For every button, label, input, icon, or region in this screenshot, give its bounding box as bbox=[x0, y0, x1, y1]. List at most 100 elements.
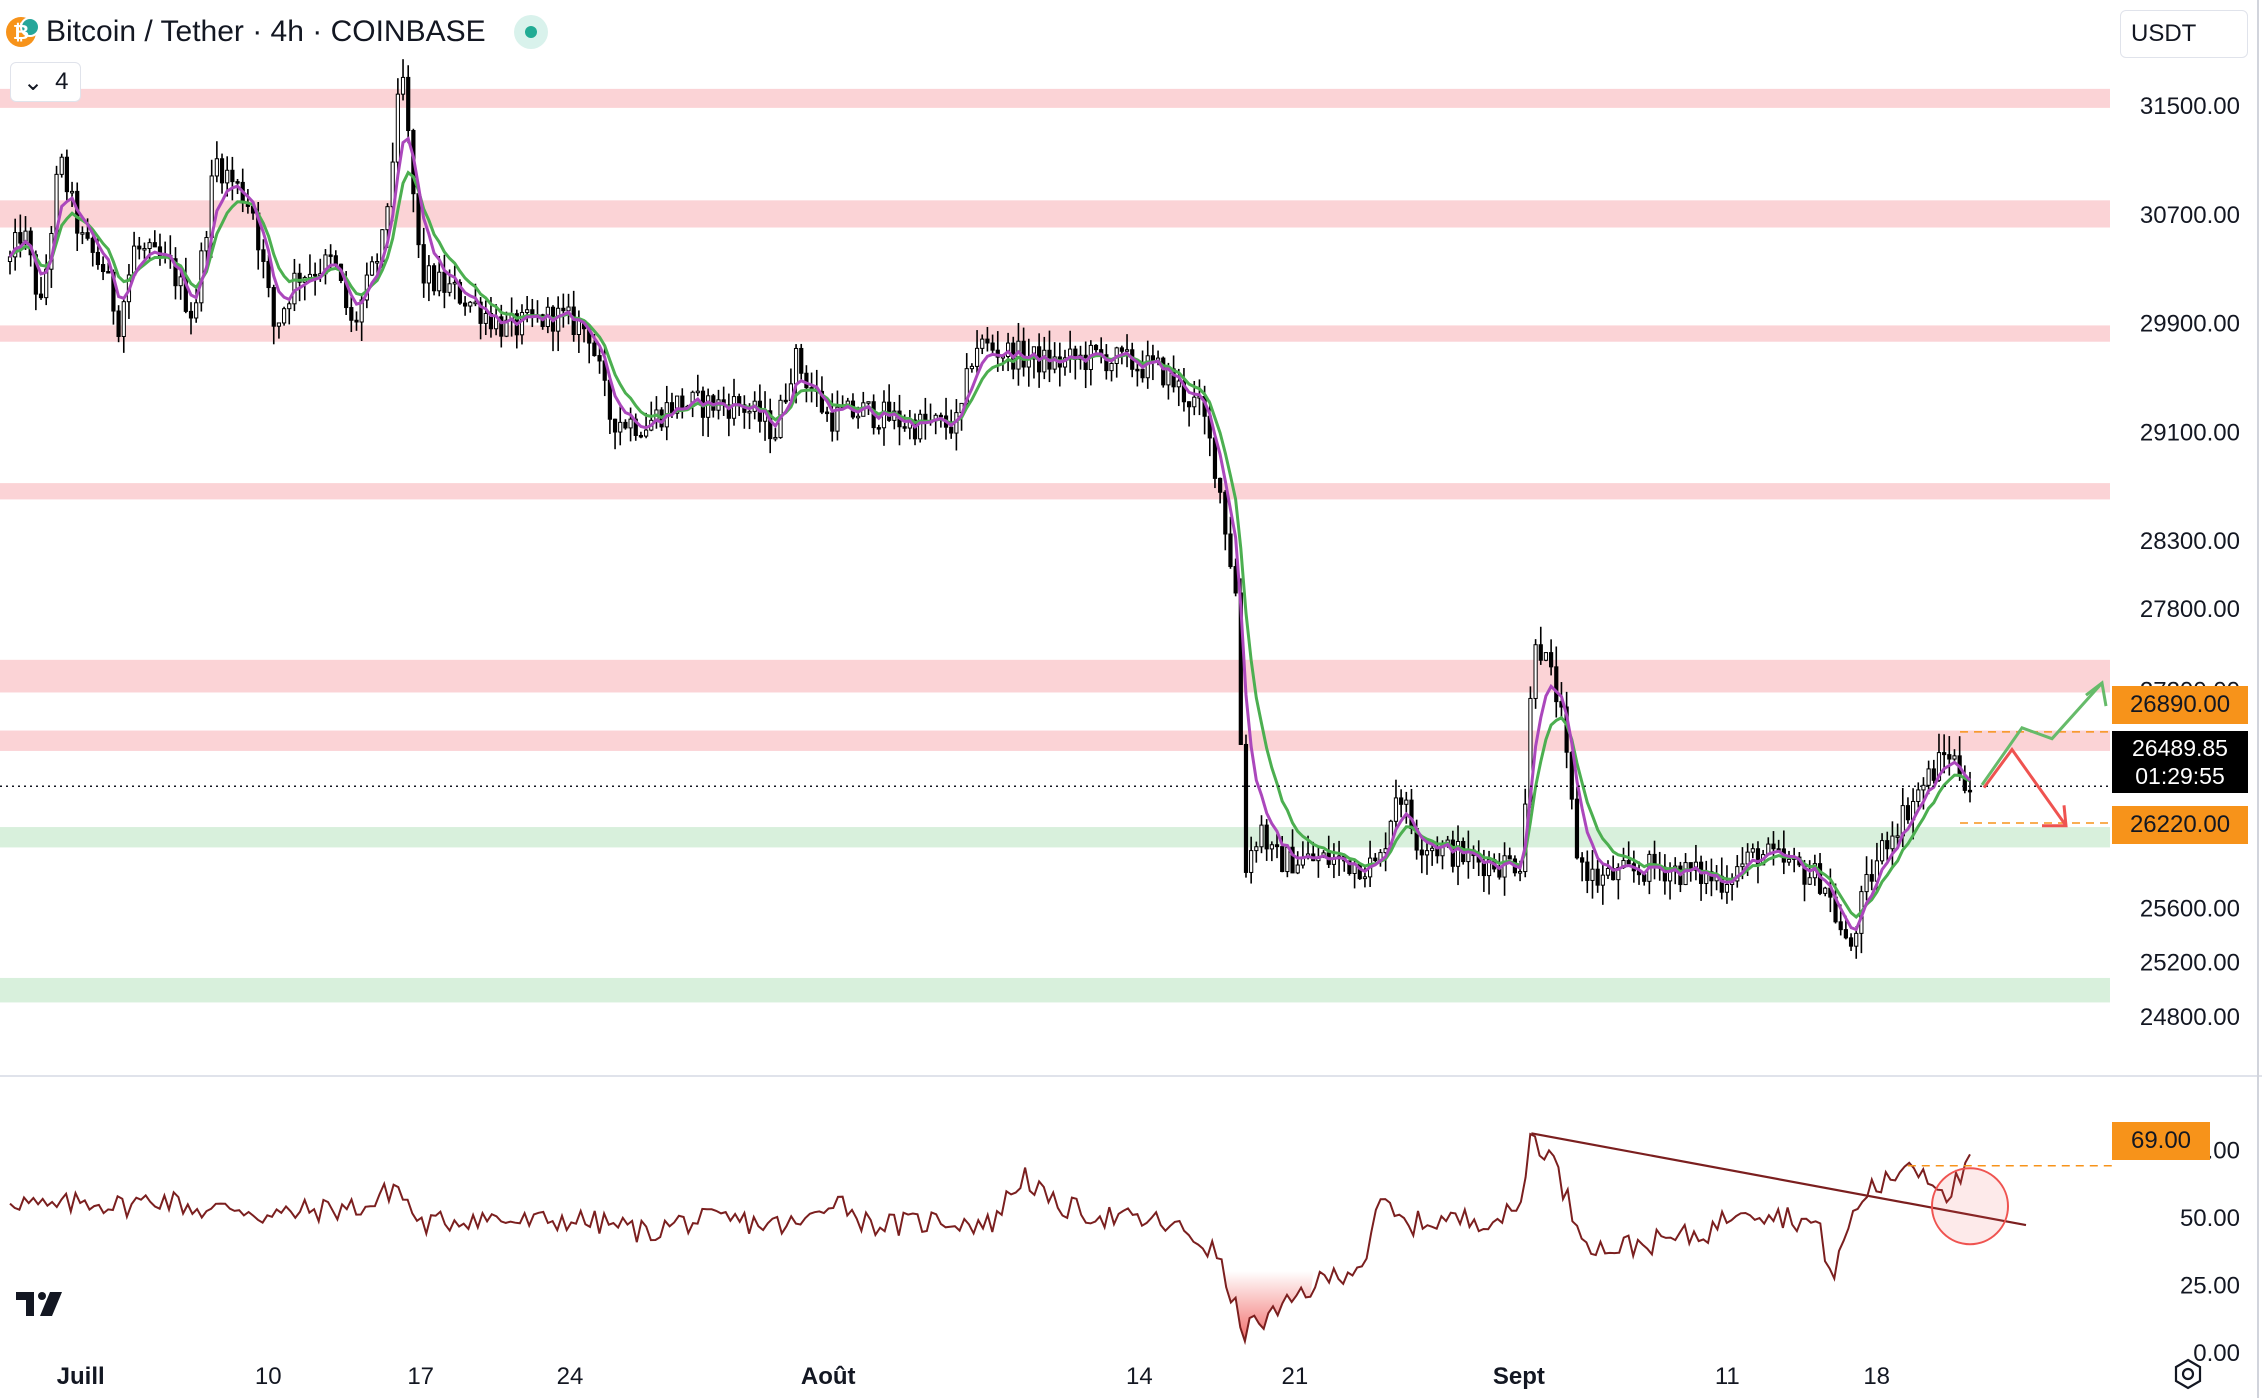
candle-body bbox=[478, 301, 483, 324]
candle-body bbox=[426, 265, 431, 284]
price-tick-label: 31500.00 bbox=[2140, 93, 2240, 120]
candle-body bbox=[499, 316, 504, 337]
resistance-zone bbox=[0, 325, 2110, 342]
candle-body bbox=[938, 414, 943, 418]
candle-body bbox=[1745, 851, 1750, 865]
candle-body bbox=[1595, 868, 1600, 886]
candle-body bbox=[1533, 644, 1538, 699]
price-tick-label: 29100.00 bbox=[2140, 419, 2240, 446]
candle-body bbox=[1947, 754, 1952, 760]
candle-body bbox=[1942, 752, 1947, 756]
candle-body bbox=[59, 156, 64, 175]
candle-body bbox=[369, 261, 375, 276]
candle-body bbox=[1580, 857, 1585, 863]
candle-body bbox=[1052, 356, 1057, 370]
candle-body bbox=[354, 319, 359, 323]
candle-body bbox=[375, 260, 380, 264]
candle-body bbox=[1347, 860, 1352, 874]
candle-body bbox=[437, 271, 442, 292]
candle-body bbox=[525, 309, 530, 314]
candle-body bbox=[556, 307, 561, 332]
candle-body bbox=[188, 310, 194, 319]
candle-body bbox=[1135, 368, 1140, 372]
candle-body bbox=[281, 308, 287, 324]
candle-body bbox=[974, 347, 980, 367]
candle-body bbox=[1507, 855, 1512, 860]
candle-body bbox=[1771, 843, 1776, 850]
candle-body bbox=[768, 410, 773, 440]
candle-body bbox=[1218, 477, 1223, 493]
candle-body bbox=[1140, 368, 1145, 379]
settings-icon[interactable] bbox=[2170, 1356, 2206, 1392]
resistance-zone bbox=[0, 88, 2110, 108]
candle-body bbox=[204, 237, 209, 252]
time-tick-label: Août bbox=[801, 1363, 856, 1390]
candle-body bbox=[85, 232, 90, 239]
candle-body bbox=[457, 281, 463, 304]
candle-body bbox=[1843, 929, 1848, 939]
rsi-trendline bbox=[1531, 1132, 2027, 1227]
candle-body bbox=[219, 158, 225, 184]
candle-body bbox=[400, 76, 406, 95]
support-zone bbox=[0, 827, 2110, 848]
price-tick-label: 25600.00 bbox=[2140, 895, 2240, 922]
candle-body bbox=[1936, 752, 1942, 781]
resistance-zone bbox=[0, 730, 2110, 751]
candle-body bbox=[152, 242, 157, 248]
candle-body bbox=[349, 307, 354, 321]
tradingview-logo-icon[interactable] bbox=[14, 1286, 78, 1322]
candle-body bbox=[726, 404, 731, 419]
candle-body bbox=[1145, 355, 1150, 379]
candle-body bbox=[695, 390, 700, 394]
candle-body bbox=[623, 421, 628, 429]
candle-body bbox=[1373, 857, 1378, 862]
currency-label: USDT bbox=[2131, 20, 2197, 47]
support-zone bbox=[0, 977, 2110, 1003]
candle-body bbox=[1404, 799, 1409, 805]
time-tick-label: 14 bbox=[1126, 1363, 1153, 1390]
candle-body bbox=[307, 273, 313, 279]
candle-body bbox=[1280, 846, 1285, 873]
candle-body bbox=[297, 272, 302, 283]
candle-body bbox=[385, 206, 390, 231]
candle-body bbox=[1176, 380, 1181, 388]
time-tick-label: 10 bbox=[255, 1363, 282, 1390]
candle-body bbox=[1885, 840, 1890, 850]
time-tick-label: 21 bbox=[1282, 1363, 1309, 1390]
candle-body bbox=[266, 260, 271, 289]
candle-body bbox=[214, 158, 219, 177]
candle-body bbox=[395, 93, 400, 163]
candle-body bbox=[1399, 797, 1404, 805]
candle-body bbox=[1895, 835, 1900, 838]
candle-body bbox=[1254, 846, 1259, 852]
candle-body bbox=[18, 232, 23, 244]
symbol-title[interactable]: Bitcoin / Tether · 4h · COINBASE bbox=[46, 15, 486, 48]
candle-body bbox=[442, 271, 447, 293]
indicator-collapse-button[interactable]: ⌄ 4 bbox=[10, 62, 82, 102]
candle-body bbox=[643, 429, 649, 437]
rsi-tick-label: 25.00 bbox=[2180, 1273, 2240, 1300]
candle-body bbox=[287, 303, 292, 310]
price-tick-label: 24800.00 bbox=[2140, 1004, 2240, 1031]
candle-body bbox=[328, 254, 333, 257]
price-tick-label: 25200.00 bbox=[2140, 950, 2240, 977]
candle-body bbox=[1042, 349, 1047, 373]
candle-body bbox=[178, 276, 183, 287]
candle-body bbox=[519, 312, 525, 336]
market-open-status-icon[interactable] bbox=[513, 15, 548, 49]
currency-selector[interactable]: USDT bbox=[2120, 10, 2248, 58]
candle-body bbox=[819, 390, 825, 413]
candle-body bbox=[1931, 768, 1936, 781]
candle-body bbox=[1119, 347, 1124, 352]
candle-body bbox=[95, 251, 101, 266]
candle-body bbox=[887, 401, 892, 421]
time-tick-label: Juill bbox=[57, 1363, 105, 1390]
candle-body bbox=[230, 169, 235, 183]
candle-body bbox=[137, 245, 142, 250]
candle-body bbox=[271, 287, 276, 327]
resistance-zone bbox=[0, 483, 2110, 500]
candle-body bbox=[1104, 354, 1109, 372]
candle-body bbox=[121, 301, 126, 337]
candle-body bbox=[1854, 932, 1859, 947]
candle-body bbox=[142, 247, 147, 251]
